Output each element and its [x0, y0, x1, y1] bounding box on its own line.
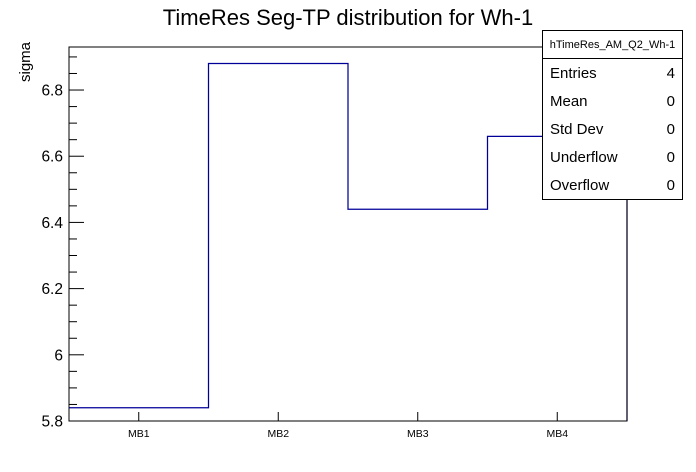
stats-row: Overflow 0 — [543, 171, 682, 199]
stats-row-value: 4 — [666, 64, 675, 82]
y-tick-label: 6.2 — [41, 281, 63, 298]
stats-row-value: 0 — [666, 176, 675, 194]
x-tick-label: MB3 — [407, 428, 429, 440]
stats-row-label: Overflow — [550, 176, 610, 194]
stats-row: Underflow 0 — [543, 143, 682, 171]
stats-row-value: 0 — [666, 92, 675, 110]
stats-row: Mean 0 — [543, 87, 682, 115]
y-tick-label: 6.6 — [41, 149, 63, 166]
stats-row-value: 0 — [666, 120, 675, 138]
stats-row-value: 0 — [666, 148, 675, 166]
y-tick-label: 6.4 — [41, 215, 63, 232]
x-tick-label: MB1 — [128, 428, 150, 440]
x-tick-label: MB4 — [546, 428, 568, 440]
stats-row: Std Dev 0 — [543, 115, 682, 143]
stats-row: Entries 4 — [543, 59, 682, 87]
x-tick-label: MB2 — [267, 428, 289, 440]
y-tick-label: 6.8 — [41, 83, 63, 100]
plot-frame — [68, 46, 628, 422]
stats-row-label: Mean — [550, 92, 588, 110]
y-tick-label: 6 — [54, 347, 63, 364]
stats-row-label: Std Dev — [550, 120, 604, 138]
y-tick-label: 5.8 — [41, 414, 63, 431]
stats-box: hTimeRes_AM_Q2_Wh-1 Entries 4 Mean 0 Std… — [542, 30, 683, 200]
stats-row-label: Underflow — [550, 148, 618, 166]
stats-row-label: Entries — [550, 64, 597, 82]
stats-box-title: hTimeRes_AM_Q2_Wh-1 — [543, 31, 682, 59]
stats-rows: Entries 4 Mean 0 Std Dev 0 Underflow 0 O… — [543, 59, 682, 199]
plot-title: TimeRes Seg-TP distribution for Wh-1 — [162, 5, 534, 30]
y-axis-title: sigma — [17, 41, 34, 82]
